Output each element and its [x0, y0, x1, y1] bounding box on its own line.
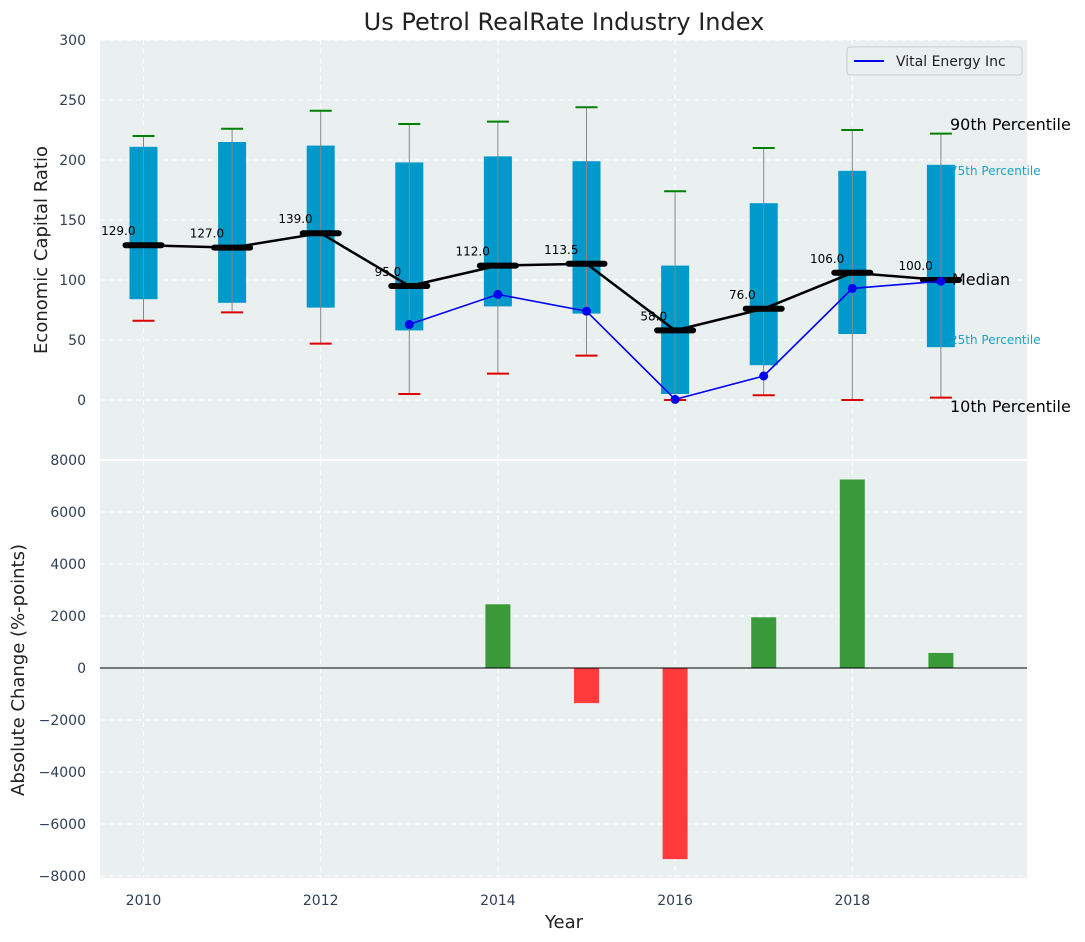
percentile-boxes [129, 106, 955, 401]
bottom-y-tick-label: −2000 [39, 713, 86, 729]
bottom-y-tick-label: 2000 [50, 609, 86, 625]
x-tick-label: 2016 [657, 893, 693, 909]
bottom-y-tick-label: 8000 [50, 453, 86, 469]
median-label-2014: 112.0 [456, 245, 490, 259]
company-point-2015 [582, 306, 591, 316]
company-point-2019 [936, 276, 946, 286]
annotation-p25: 25th Percentile [950, 333, 1041, 347]
annotation-median: Median [952, 270, 1010, 289]
x-tick-label: 2010 [126, 893, 162, 909]
annotation-p75: 75th Percentile [950, 164, 1041, 178]
top-y-tick-label: 0 [77, 393, 86, 409]
median-label-2010: 129.0 [101, 224, 135, 238]
x-axis-label: Year [544, 912, 584, 933]
top-plot-area [100, 40, 1027, 459]
median-series [122, 230, 962, 334]
bar-2015 [574, 668, 599, 704]
company-point-2013 [404, 319, 414, 329]
company-point-2016 [670, 394, 680, 404]
x-tick-label: 2014 [480, 893, 516, 909]
company-series [404, 276, 946, 404]
median-line [143, 231, 942, 332]
bar-2018 [839, 479, 865, 668]
bottom-y-axis-label: Absolute Change (%-points) [8, 544, 29, 796]
x-ticks: 2010 2012 2014 2016 2018 [126, 893, 870, 909]
legend-box [846, 46, 1023, 76]
median-label-2012: 139.0 [278, 212, 312, 226]
bar-2019 [928, 652, 954, 668]
bar-2014 [485, 604, 511, 668]
bar-2017 [751, 617, 777, 668]
top-y-tick-label: 50 [68, 333, 86, 349]
top-y-tick-label: 250 [59, 93, 86, 109]
bottom-plot-area [100, 461, 1027, 878]
annotation-p90: 90th Percentile [950, 115, 1071, 134]
top-y-tick-label: 150 [59, 213, 86, 229]
top-y-tick-label: 200 [59, 153, 86, 169]
legend-label: Vital Energy Inc [896, 54, 1006, 70]
median-label-2018: 106.0 [810, 252, 844, 266]
company-point-2014 [493, 289, 503, 299]
bar-2016 [662, 668, 688, 860]
median-label-2017: 76.0 [729, 288, 756, 302]
bottom-y-tick-label: 4000 [50, 557, 86, 573]
bottom-y-tick-label: −8000 [39, 869, 86, 885]
top-y-axis-label: Economic Capital Ratio [31, 146, 52, 354]
median-value-labels: 129.0 127.0 139.0 95.0 112.0 113.5 58.0 76.0 106… [101, 212, 933, 323]
change-bars [485, 479, 954, 860]
company-point-2017 [759, 371, 769, 381]
median-label-2019: 100.0 [899, 259, 933, 273]
legend: Vital Energy Inc [846, 46, 1023, 76]
chart-title: Us Petrol RealRate Industry Index [364, 8, 765, 36]
bottom-y-ticks: −8000 −6000 −4000 −2000 0 2000 4000 6000 8000 [39, 453, 86, 885]
top-y-tick-label: 300 [59, 33, 86, 49]
median-label-2016: 58.0 [640, 309, 667, 323]
median-label-2011: 127.0 [190, 227, 224, 241]
top-y-tick-label: 100 [59, 273, 86, 289]
top-y-ticks: 0 50 100 150 200 250 300 [59, 33, 86, 409]
x-tick-label: 2018 [834, 893, 870, 909]
bottom-y-tick-label: −6000 [39, 817, 86, 833]
bottom-y-tick-label: 0 [77, 661, 86, 677]
median-label-2015: 113.5 [544, 243, 578, 257]
bottom-y-tick-label: 6000 [50, 505, 86, 521]
x-tick-label: 2012 [303, 893, 339, 909]
median-label-2013: 95.0 [375, 265, 402, 279]
company-point-2018 [847, 283, 857, 293]
bottom-y-tick-label: −4000 [39, 765, 86, 781]
annotation-p10: 10th Percentile [950, 397, 1071, 416]
